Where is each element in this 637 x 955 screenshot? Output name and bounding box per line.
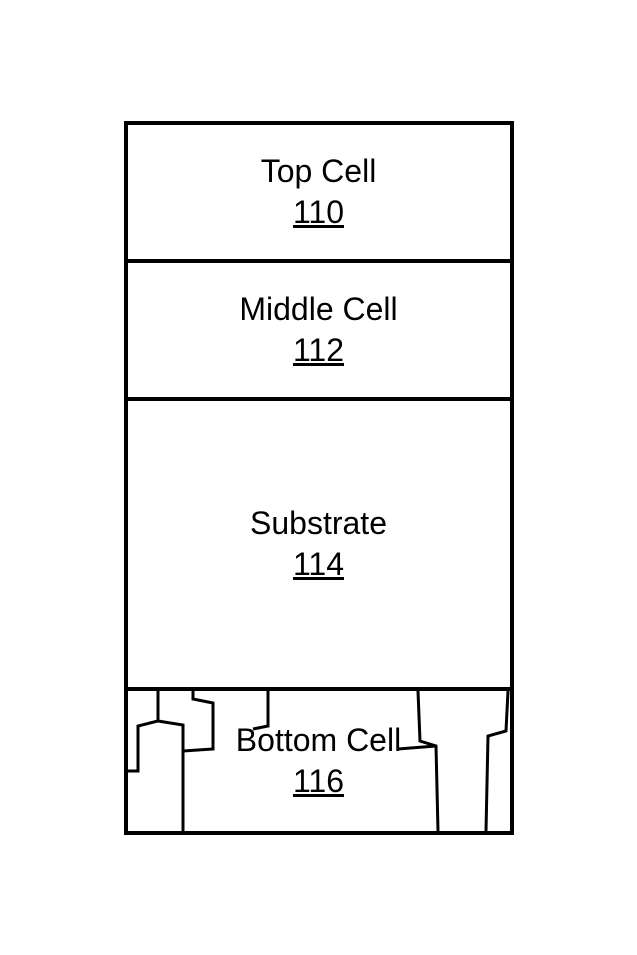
- layer-top-cell: Top Cell 110: [128, 125, 510, 263]
- layer-bottom-cell: Bottom Cell 116: [128, 691, 510, 831]
- top-cell-number: 110: [293, 193, 344, 231]
- layer-middle-cell: Middle Cell 112: [128, 263, 510, 401]
- substrate-label: Substrate: [250, 504, 387, 542]
- top-cell-label: Top Cell: [261, 152, 377, 190]
- layer-stack: Top Cell 110 Middle Cell 112 Substrate 1…: [124, 121, 514, 835]
- middle-cell-label: Middle Cell: [239, 290, 397, 328]
- substrate-number: 114: [293, 545, 344, 583]
- bottom-cell-text: Bottom Cell 116: [236, 721, 401, 800]
- middle-cell-number: 112: [293, 331, 344, 369]
- layer-substrate: Substrate 114: [128, 401, 510, 691]
- bottom-cell-label: Bottom Cell: [236, 721, 401, 759]
- bottom-cell-number: 116: [293, 762, 344, 800]
